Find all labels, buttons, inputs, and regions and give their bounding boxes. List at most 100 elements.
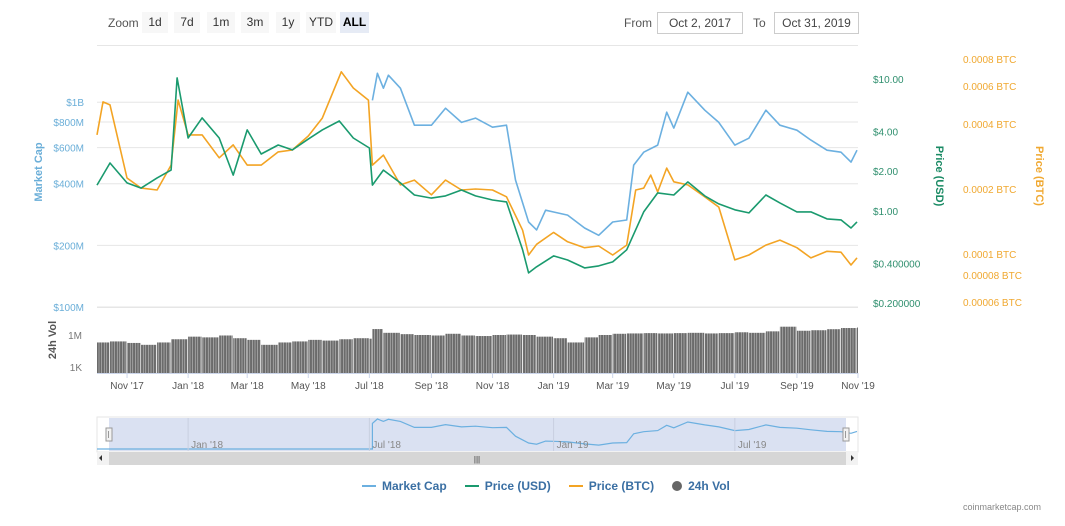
navigator-tick-label: Jan '18	[191, 440, 223, 451]
price-btc-tick-label: 0.0002 BTC	[963, 185, 1016, 196]
to-date-input[interactable]: Oct 31, 2019	[774, 12, 859, 34]
volume-bar	[97, 342, 110, 373]
scrollbar-grip-icon: |||	[474, 455, 480, 464]
from-label: From	[624, 16, 652, 30]
navigator-tick-label: Jul '18	[372, 440, 401, 451]
zoom-ytd-button[interactable]: YTD	[306, 12, 336, 33]
market-cap-axis-title: Market Cap	[33, 142, 45, 202]
price-usd-tick-label: $10.00	[873, 75, 904, 86]
volume-bar	[445, 333, 461, 373]
x-tick-label: Jul '18	[355, 381, 384, 392]
legend-item-price-usd[interactable]: Price (USD)	[464, 479, 551, 493]
x-tick-label: Mar '18	[231, 381, 264, 392]
volume-bar	[612, 333, 627, 373]
volume-bar	[810, 330, 827, 373]
volume-bar	[188, 336, 202, 373]
volume-bar	[383, 332, 400, 373]
volume-bar	[171, 339, 188, 373]
zoom-7d-button[interactable]: 7d	[174, 12, 200, 33]
x-tick-label: Nov '17	[110, 381, 144, 392]
zoom-1m-button[interactable]: 1m	[207, 12, 235, 33]
gridlines	[97, 101, 859, 378]
legend-label: Market Cap	[382, 479, 447, 493]
x-tick-label: Sep '19	[780, 381, 814, 392]
volume-tick-label: 1M	[68, 331, 82, 342]
market-cap-tick-label: $800M	[53, 118, 84, 129]
price-btc-line	[96, 71, 858, 266]
x-tick-label: Jan '19	[538, 381, 570, 392]
volume-bar	[567, 342, 585, 373]
volume-swatch-icon	[672, 481, 683, 491]
axis-tick-labels: $1B $800M $600M $400M $200M $100M $10.00 $4.00 $…	[53, 55, 1022, 392]
zoom-1d-button[interactable]: 1d	[142, 12, 168, 33]
volume-bar	[202, 337, 219, 373]
price-btc-tick-label: 0.00006 BTC	[963, 298, 1022, 309]
navigator-scrollbar-thumb[interactable]	[109, 452, 846, 465]
x-tick-label: Nov '19	[841, 381, 875, 392]
x-tick-label: Jul '19	[721, 381, 750, 392]
scroll-left-arrow-icon[interactable]	[99, 455, 102, 461]
volume-bar	[400, 334, 414, 373]
x-tick-label: May '18	[291, 381, 326, 392]
zoom-1y-button[interactable]: 1y	[276, 12, 300, 33]
price-usd-tick-label: $1.00	[873, 207, 898, 218]
navigator-right-handle[interactable]	[842, 427, 850, 442]
volume-tick-label: 1K	[70, 363, 83, 374]
volume-bar	[141, 344, 157, 373]
price-btc-tick-label: 0.0001 BTC	[963, 250, 1016, 261]
x-tick-label: Sep '18	[415, 381, 449, 392]
price-usd-tick-label: $0.400000	[873, 259, 921, 270]
volume-bar	[748, 332, 766, 373]
scroll-right-arrow-icon[interactable]	[851, 455, 854, 461]
market-cap-tick-label: $200M	[53, 241, 84, 252]
credit-link[interactable]: coinmarketcap.com	[962, 502, 1041, 512]
price-usd-axis-title: Price (USD)	[933, 146, 945, 207]
volume-bar	[536, 336, 553, 373]
volume-bar	[522, 334, 536, 373]
market-cap-tick-label: $100M	[53, 303, 84, 314]
x-tick-label: Mar '19	[596, 381, 629, 392]
navigator-selection[interactable]	[109, 418, 846, 451]
volume-bar	[673, 333, 688, 373]
navigator-market-cap-line	[97, 418, 858, 450]
navigator-left-handle[interactable]	[105, 427, 113, 442]
volume-axis-title: 24h Vol	[47, 321, 59, 359]
x-tick-label: Nov '18	[476, 381, 510, 392]
legend-item-price-btc[interactable]: Price (BTC)	[568, 479, 655, 493]
chart-legend: Market Cap Price (USD) Price (BTC) 24h V…	[362, 479, 730, 493]
navigator-tick-label: Jan '19	[557, 440, 589, 451]
price-btc-tick-label: 0.0006 BTC	[963, 82, 1016, 93]
legend-label: 24h Vol	[688, 479, 730, 493]
zoom-all-button[interactable]: ALL	[340, 12, 369, 33]
legend-item-market-cap[interactable]: Market Cap	[362, 479, 447, 493]
volume-bar	[840, 328, 857, 373]
volume-bar	[734, 332, 749, 373]
market-cap-tick-label: $1B	[66, 98, 84, 109]
zoom-3m-button[interactable]: 3m	[241, 12, 269, 33]
volume-bar	[856, 327, 858, 373]
price-usd-tick-label: $2.00	[873, 167, 898, 178]
x-tick-label: Jan '18	[172, 381, 204, 392]
price-btc-tick-label: 0.0008 BTC	[963, 55, 1016, 66]
x-tick-label: May '19	[656, 381, 691, 392]
price-btc-tick-label: 0.0004 BTC	[963, 120, 1016, 131]
volume-bar	[261, 344, 278, 373]
series-lines	[96, 71, 858, 274]
legend-label: Price (BTC)	[588, 479, 655, 493]
from-date-input[interactable]: Oct 2, 2017	[657, 12, 743, 34]
volume-bar	[414, 334, 431, 373]
navigator-series: Jan '18 Jul '18 Jan '19 Jul '19	[97, 418, 858, 451]
zoom-label: Zoom	[108, 16, 139, 30]
volume-bar	[278, 342, 292, 373]
price-btc-swatch-icon	[568, 485, 583, 487]
market-cap-tick-label: $600M	[53, 144, 84, 155]
volume-bar	[372, 329, 383, 373]
volume-bar	[233, 338, 247, 373]
volume-bar	[584, 337, 599, 373]
to-label: To	[753, 16, 766, 30]
price-usd-line	[96, 77, 858, 274]
volume-bar	[431, 335, 445, 373]
legend-item-volume[interactable]: 24h Vol	[672, 479, 730, 493]
volume-bar	[718, 333, 735, 373]
